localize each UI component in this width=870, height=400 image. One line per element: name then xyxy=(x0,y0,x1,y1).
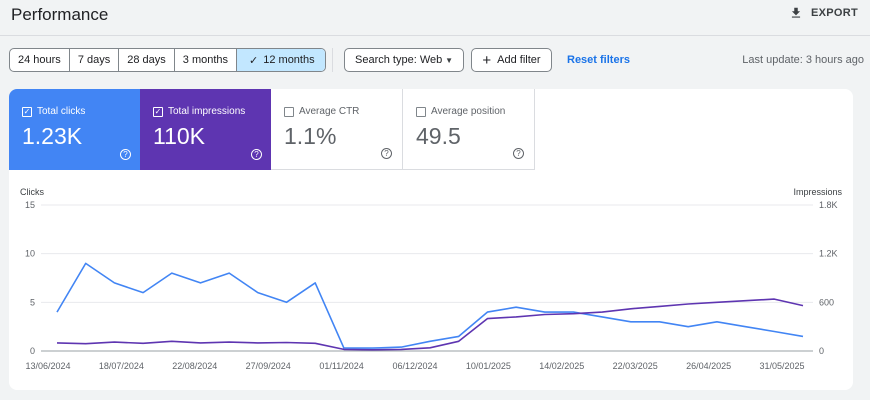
right-axis-label: Impressions xyxy=(793,187,842,197)
add-filter-button[interactable]: + Add filter xyxy=(471,48,552,72)
metric-label: Average CTR xyxy=(299,106,360,117)
range-label: 28 days xyxy=(127,54,166,66)
y-tick-label: 0 xyxy=(30,346,35,356)
metric-value: 1.23K xyxy=(22,123,83,149)
checkbox-checked-icon: ✓ xyxy=(22,106,32,117)
export-button[interactable]: EXPORT xyxy=(789,6,858,20)
range-label: 12 months xyxy=(263,54,315,66)
export-label: EXPORT xyxy=(810,7,858,19)
checkbox-unchecked-icon xyxy=(416,106,426,117)
date-range-selector: 24 hours 7 days 28 days 3 months ✓ 12 mon… xyxy=(9,48,326,72)
range-label: 24 hours xyxy=(18,54,61,66)
performance-card: ✓ Total clicks 1.23K ? ✓ Total impressions… xyxy=(9,89,853,390)
y-tick-label: 5 xyxy=(30,297,35,307)
x-tick-label: 10/01/2025 xyxy=(466,361,511,371)
y-tick-label: 10 xyxy=(25,249,35,259)
download-icon xyxy=(791,7,801,18)
plus-icon: + xyxy=(482,51,492,69)
metric-label: Average position xyxy=(431,106,506,117)
reset-filters-link[interactable]: Reset filters xyxy=(567,54,630,66)
checkbox-unchecked-icon xyxy=(284,106,294,117)
range-label: 3 months xyxy=(182,54,229,66)
x-tick-label: 27/09/2024 xyxy=(246,361,291,371)
check-icon: ✓ xyxy=(249,54,259,67)
series-line-clicks xyxy=(56,262,804,349)
x-tick-label: 31/05/2025 xyxy=(759,361,804,371)
help-icon[interactable]: ? xyxy=(251,149,262,160)
help-icon[interactable]: ? xyxy=(513,148,524,159)
x-tick-label: 22/08/2024 xyxy=(172,361,217,371)
metric-total-clicks[interactable]: ✓ Total clicks 1.23K ? xyxy=(9,89,141,170)
y2-tick-label: 0 xyxy=(819,346,824,356)
metric-label: Total clicks xyxy=(37,106,86,117)
checkbox-checked-icon: ✓ xyxy=(153,106,163,117)
range-3-months[interactable]: 3 months xyxy=(175,49,238,71)
metric-average-position[interactable]: Average position 49.5 ? xyxy=(403,89,535,170)
last-update-text: Last update: 3 hours ago xyxy=(742,54,864,66)
x-tick-label: 06/12/2024 xyxy=(392,361,437,371)
x-tick-label: 18/07/2024 xyxy=(99,361,144,371)
add-filter-label: Add filter xyxy=(497,54,541,66)
page-title: Performance xyxy=(11,5,109,24)
help-icon[interactable]: ? xyxy=(120,149,131,160)
x-tick-label: 22/03/2025 xyxy=(613,361,658,371)
metric-label: Total impressions xyxy=(168,106,246,117)
y2-tick-label: 600 xyxy=(819,297,834,307)
range-24-hours[interactable]: 24 hours xyxy=(10,49,70,71)
metric-total-impressions[interactable]: ✓ Total impressions 110K ? xyxy=(140,89,272,170)
x-tick-label: 26/04/2025 xyxy=(686,361,731,371)
search-type-dropdown[interactable]: Search type: Web ▼ xyxy=(344,48,464,72)
search-type-label: Search type: Web xyxy=(355,54,443,66)
help-icon[interactable]: ? xyxy=(381,148,392,159)
series-line-impressions xyxy=(56,298,804,351)
range-28-days[interactable]: 28 days xyxy=(119,49,175,71)
range-12-months[interactable]: ✓ 12 months xyxy=(237,49,325,71)
y-tick-label: 15 xyxy=(25,200,35,210)
metric-value: 110K xyxy=(153,123,206,149)
caret-down-icon: ▼ xyxy=(445,55,453,65)
metric-value: 49.5 xyxy=(416,123,461,149)
x-tick-label: 01/11/2024 xyxy=(319,361,363,371)
metric-average-ctr[interactable]: Average CTR 1.1% ? xyxy=(271,89,403,170)
range-7-days[interactable]: 7 days xyxy=(70,49,120,71)
x-tick-label: 14/02/2025 xyxy=(539,361,584,371)
x-tick-label: 13/06/2024 xyxy=(25,361,70,371)
performance-chart[interactable]: Clicks Impressions 0 0 5 600 10 1.2K 15 1.8K 13/06… xyxy=(9,89,853,390)
toolbar-divider xyxy=(332,48,333,72)
metric-value: 1.1% xyxy=(284,123,337,149)
y2-tick-label: 1.8K xyxy=(819,200,838,210)
page-header: Performance EXPORT xyxy=(0,0,870,36)
left-axis-label: Clicks xyxy=(20,187,44,197)
y2-tick-label: 1.2K xyxy=(819,249,838,259)
range-label: 7 days xyxy=(77,54,111,66)
